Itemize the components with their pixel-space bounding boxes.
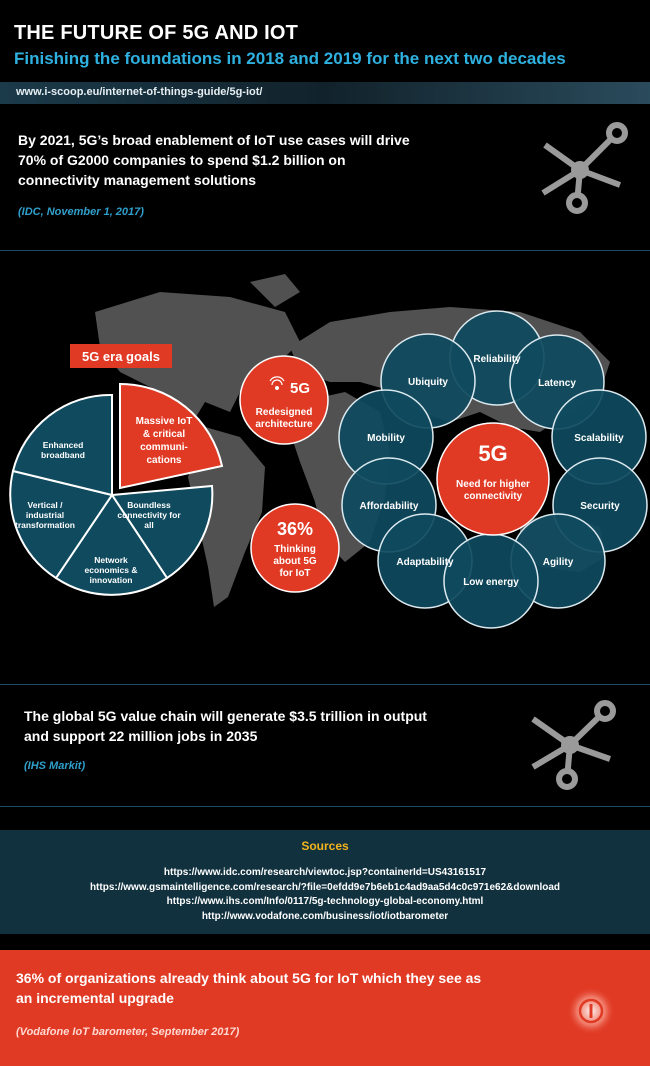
pie-segment-boundless [110, 484, 214, 580]
pie-label-boundless: Boundless connectivity for all [117, 500, 181, 530]
page-subtitle: Finishing the foundations in 2018 and 20… [14, 49, 566, 68]
need-label: Agility [543, 557, 574, 568]
source-link[interactable]: https://www.gsmaintelligence.com/researc… [89, 881, 561, 893]
pie-label-massive-iot: Massive IoT & critical communi-cations [136, 416, 193, 466]
redesign-badge: 5G [290, 380, 310, 397]
idc-stat-text: By 2021, 5G’s broad enablement of IoT us… [18, 132, 410, 188]
goals-title: 5G era goals [82, 349, 160, 364]
iscoop-logo-icon [567, 987, 615, 1035]
signal-icon [269, 376, 285, 386]
signal-dot-icon [275, 386, 279, 390]
need-center-title: 5G [478, 441, 507, 466]
need-label: Security [580, 501, 620, 512]
percent-circle [250, 503, 340, 593]
page-title: THE FUTURE OF 5G AND IOT [14, 22, 299, 44]
ihs-citation: (IHS Markit) [24, 760, 86, 772]
need-label: Ubiquity [408, 377, 448, 388]
pie-label-network: Network economics & innovation [85, 555, 138, 585]
need-label: Adaptability [396, 557, 454, 568]
percent-label: Thinking about 5G for IoT [273, 544, 317, 579]
source-link[interactable]: https://www.ihs.com/Info/0117/5g-technol… [166, 896, 484, 907]
goals-title-badge [70, 344, 172, 368]
vodafone-stat-text: 36% of organizations already think about… [16, 970, 482, 1006]
sources-panel [0, 830, 650, 934]
bottom-banner [0, 950, 650, 1066]
need-center-circle [436, 422, 550, 536]
divider [0, 806, 650, 807]
percent-value: 36% [277, 519, 313, 539]
pie-label-broadband: Enhanced broadband [41, 440, 85, 460]
goals-diagram: 5G era goals 5G Redesigned architecture 3… [9, 274, 648, 629]
pie-label-vertical: Vertical / industrial transformation [15, 500, 75, 530]
network-nodes-icon [541, 122, 628, 214]
need-label: Affordability [360, 501, 419, 512]
redesign-circle [239, 355, 329, 445]
ihs-stat-text: The global 5G value chain will generate … [24, 708, 427, 744]
divider [0, 250, 650, 251]
source-link[interactable]: http://www.vodafone.com/business/iot/iot… [201, 910, 449, 922]
header [0, 0, 650, 82]
idc-citation: (IDC, November 1, 2017) [18, 206, 144, 218]
url-bar [0, 82, 650, 104]
sources-title: Sources [301, 839, 349, 853]
sources-list: https://www.idc.com/research/viewtoc.jsp… [0, 866, 650, 924]
redesign-label: Redesigned architecture [255, 407, 313, 430]
pie-segment-network [54, 493, 169, 596]
need-label: Scalability [574, 433, 624, 444]
vodafone-citation: (Vodafone IoT barometer, September 2017) [16, 1026, 240, 1038]
need-label: Latency [538, 378, 576, 389]
pie-segment-broadband [11, 393, 113, 497]
source-link[interactable]: https://www.idc.com/research/viewtoc.jsp… [163, 867, 487, 878]
network-nodes-icon [531, 700, 616, 790]
pie-segment-vertical [9, 469, 114, 580]
need-label: Low energy [463, 577, 519, 588]
need-label: Mobility [367, 433, 405, 444]
need-circles: Reliability Ubiquity Latency Mobility Scalab… [338, 310, 648, 629]
goals-pie-chart [9, 382, 224, 596]
pie-segment-massive-iot [119, 382, 224, 490]
need-label: Reliability [473, 354, 521, 365]
source-url-link[interactable]: www.i-scoop.eu/internet-of-things-guide/… [16, 86, 263, 98]
divider [0, 684, 650, 685]
need-center-label: Need for higher connectivity [456, 479, 530, 502]
